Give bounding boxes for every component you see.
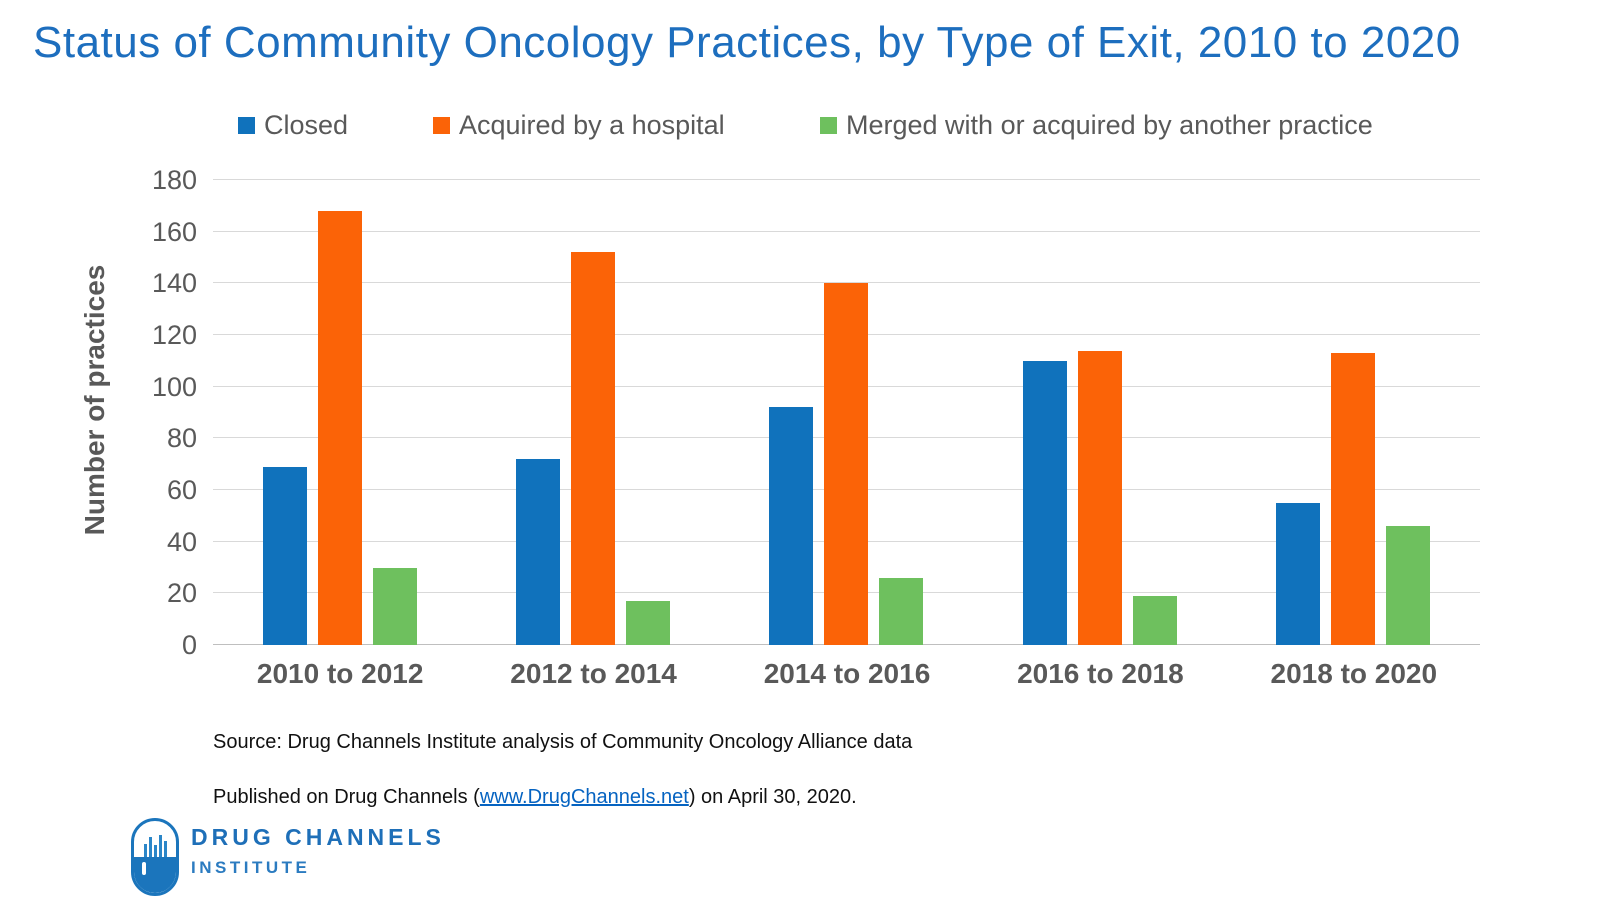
capsule-tick: [142, 862, 146, 875]
y-axis-title: Number of practices: [79, 264, 110, 536]
published-suffix: ) on April 30, 2020.: [688, 786, 857, 808]
x-label-2010-to-2012: 2010 to 2012: [256, 658, 424, 689]
drugchannels-link[interactable]: www.DrugChannels.net: [479, 786, 689, 808]
bar-closed-2016-to-2018: [1022, 360, 1067, 645]
chart-legend: Closed Acquired by a hospital Merged with …: [0, 108, 1600, 144]
x-label-2016-to-2018: 2016 to 2018: [1017, 658, 1184, 689]
bar-group-2016-to-2018: [973, 180, 1226, 645]
bar-acquired-by-a-hospital-2010-to-2012: [317, 211, 362, 645]
y-tick-label-160: 160: [151, 216, 197, 247]
bar-closed-2014-to-2016: [769, 407, 814, 645]
source-note: Source: Drug Channels Institute analysis…: [213, 731, 913, 753]
logo-text-institute: INSTITUTE: [191, 858, 311, 877]
x-label-2014-to-2016: 2014 to 2016: [763, 658, 931, 689]
legend-item-closed: Closed: [238, 108, 348, 142]
y-tick-label-180: 180: [151, 165, 197, 195]
legend-swatch-closed: [238, 116, 255, 134]
capsule-bottom: [134, 857, 176, 893]
y-tick-label-60: 60: [166, 475, 197, 506]
legend-swatch-merged-with-or-acquired-by-another-practice: [820, 116, 837, 134]
capsule-bar-1: [143, 844, 147, 857]
bar-closed-2010-to-2012: [262, 466, 307, 645]
legend-swatch-acquired-by-a-hospital: [433, 116, 450, 134]
capsule-bar-2: [148, 837, 152, 857]
legend-item-acquired-by-a-hospital: Acquired by a hospital: [433, 108, 725, 142]
bar-closed-2018-to-2020: [1276, 502, 1321, 645]
legend-label-acquired-by-a-hospital: Acquired by a hospital: [459, 109, 725, 140]
plot-area: [213, 179, 1480, 645]
x-label-2012-to-2014: 2012 to 2014: [510, 658, 677, 689]
bar-merged-with-or-acquired-by-another-practice-2010-to-2012: [372, 567, 417, 645]
legend-label-closed: Closed: [264, 109, 349, 140]
y-axis-ticks: 0 20 40 60 80 100 120 140 160 180: [117, 165, 197, 660]
legend-item-merged-with-or-acquired-by-another-practice: Merged with or acquired by another pract…: [820, 108, 1373, 142]
bar-merged-with-or-acquired-by-another-practice-2016-to-2018: [1132, 595, 1177, 645]
capsule-icon: [131, 818, 179, 896]
gridline-140: [213, 282, 1480, 284]
published-prefix: Published on Drug Channels (: [213, 786, 480, 808]
capsule-bar-5: [163, 841, 167, 857]
y-tick-label-40: 40: [166, 526, 197, 557]
y-tick-label-20: 20: [166, 578, 197, 609]
published-note: Published on Drug Channels (www.DrugChan…: [213, 786, 857, 809]
x-axis-labels: 2010 to 2012 2012 to 2014 2014 to 2016 2016…: [213, 658, 1480, 698]
gridline-160: [213, 230, 1480, 232]
x-label-2018-to-2020: 2018 to 2020: [1270, 658, 1438, 689]
gridline-180: [213, 179, 1480, 180]
bar-group-2018-to-2020: [1227, 180, 1480, 645]
bar-acquired-by-a-hospital-2014-to-2016: [824, 283, 869, 645]
legend-label-merged-with-or-acquired-by-another-practice: Merged with or acquired by another pract…: [846, 109, 1373, 140]
y-tick-label-140: 140: [151, 268, 197, 299]
capsule-bar-4: [158, 835, 162, 857]
y-tick-label-80: 80: [166, 423, 197, 454]
bar-group-2014-to-2016: [720, 180, 973, 645]
y-tick-label-0: 0: [181, 630, 197, 660]
bar-acquired-by-a-hospital-2018-to-2020: [1331, 353, 1376, 645]
page-title: Status of Community Oncology Practices, …: [33, 18, 1461, 67]
bar-acquired-by-a-hospital-2012-to-2014: [571, 252, 616, 645]
capsule-bars: [134, 821, 176, 857]
bar-merged-with-or-acquired-by-another-practice-2012-to-2014: [626, 601, 671, 645]
bar-closed-2012-to-2014: [516, 459, 561, 645]
bar-merged-with-or-acquired-by-another-practice-2014-to-2016: [879, 577, 924, 645]
bar-group-2012-to-2014: [466, 180, 719, 645]
capsule-bar-3: [153, 845, 157, 857]
logo-text-drug-channels: DRUG CHANNELS: [191, 824, 445, 850]
bar-acquired-by-a-hospital-2016-to-2018: [1077, 350, 1122, 645]
y-tick-label-120: 120: [151, 320, 197, 351]
bar-group-2010-to-2012: [213, 180, 466, 645]
bar-merged-with-or-acquired-by-another-practice-2018-to-2020: [1386, 526, 1431, 645]
y-tick-label-100: 100: [151, 371, 197, 402]
